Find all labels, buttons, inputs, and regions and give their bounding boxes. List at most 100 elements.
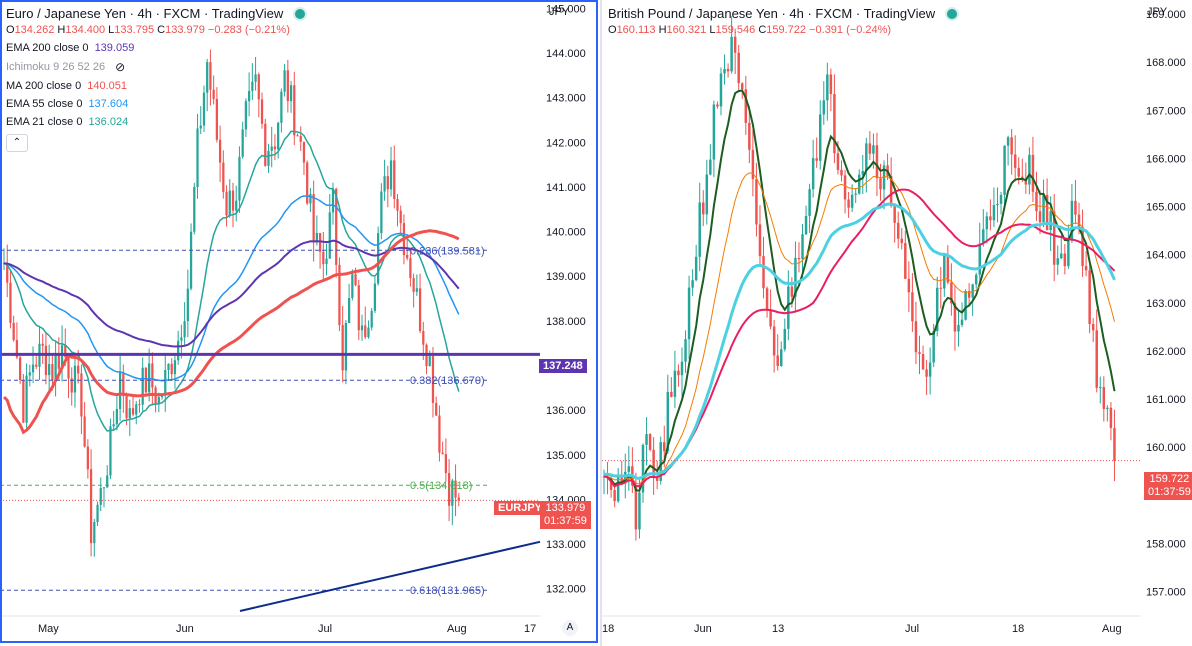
- candle-body: [167, 363, 170, 370]
- candle-body: [173, 360, 177, 375]
- candle-body: [144, 367, 148, 393]
- candle-body: [680, 361, 684, 376]
- indicator-ma200[interactable]: MA 200 close 0 140.051: [6, 80, 307, 92]
- indicator-ema200[interactable]: EMA 200 close 0 139.059: [6, 42, 307, 54]
- candle-body: [186, 288, 189, 322]
- candle-body: [1070, 200, 1074, 241]
- candle-body: [180, 337, 183, 341]
- candle-body: [296, 135, 299, 137]
- candle-body: [1021, 176, 1024, 179]
- candle-body: [1003, 145, 1006, 195]
- candle-body: [241, 129, 244, 157]
- price-tick-label: 145.000: [546, 3, 586, 15]
- candle-body: [412, 278, 415, 292]
- last-price-tag: 159.722 01:37:59: [1144, 472, 1192, 500]
- indicator-ema21[interactable]: EMA 21 close 0 136.024: [6, 116, 307, 128]
- candle-body: [904, 243, 907, 279]
- price-axis[interactable]: [1140, 0, 1192, 646]
- eurjpy-currency-label[interactable]: JPY: [549, 6, 570, 18]
- price-tick-label: 144.000: [546, 48, 586, 60]
- eurjpy-title-row: Euro / Japanese Yen · 4h · FXCM · Tradin…: [6, 6, 308, 21]
- pane-divider[interactable]: [600, 0, 602, 646]
- candle-body: [389, 160, 393, 190]
- candle-body: [264, 123, 267, 166]
- price-tick-label: 162.000: [1146, 346, 1186, 358]
- candle-body: [383, 176, 386, 192]
- candle-body: [1081, 226, 1084, 267]
- candle-body: [794, 257, 797, 297]
- candle-body: [1109, 407, 1113, 428]
- gbpjpy-currency-label[interactable]: JPY: [1147, 6, 1168, 18]
- candle-body: [431, 356, 435, 403]
- candle-body: [829, 74, 833, 94]
- candle-body: [457, 497, 460, 501]
- candle-body: [889, 175, 893, 207]
- price-tick-label: 135.000: [546, 450, 586, 462]
- candle-body: [1049, 211, 1052, 231]
- indicator-value: 136.024: [88, 116, 129, 128]
- candle-body: [225, 191, 228, 216]
- candle-body: [896, 222, 900, 239]
- candle-body: [373, 283, 377, 311]
- candle-body: [344, 322, 348, 371]
- candle-body: [652, 449, 655, 477]
- candle-body: [776, 355, 779, 366]
- candle-body: [31, 364, 35, 373]
- indicator-ichimoku[interactable]: Ichimoku 9 26 52 26 ⊘: [6, 60, 307, 74]
- candle-body: [1106, 407, 1109, 409]
- candle-body: [341, 325, 344, 371]
- candle-body: [60, 345, 64, 369]
- ma200-line: [2, 229, 460, 435]
- candle-body: [865, 143, 868, 171]
- candle-body: [641, 444, 645, 493]
- candle-body: [716, 104, 719, 107]
- candle-body: [80, 373, 83, 417]
- candle-body: [289, 85, 293, 102]
- candle-body: [655, 476, 659, 481]
- candle-body: [415, 288, 418, 292]
- eurjpy-chart-pane[interactable]: 132.000133.000134.000135.000136.000137.0…: [0, 0, 600, 646]
- candle-body: [212, 89, 215, 99]
- gbpjpy-title-row: British Pound / Japanese Yen · 4h · FXCM…: [608, 6, 960, 21]
- candle-body: [1052, 211, 1056, 265]
- hidden-eye-icon[interactable]: ⊘: [115, 60, 126, 74]
- candle-body: [964, 291, 967, 320]
- candle-body: [811, 158, 815, 190]
- candle-body: [1074, 200, 1077, 215]
- trend-line[interactable]: [239, 540, 541, 612]
- candle-body: [35, 364, 38, 367]
- candle-body: [943, 255, 946, 289]
- candle-body: [1060, 253, 1063, 259]
- candle-body: [996, 203, 999, 206]
- candle-body: [992, 205, 996, 221]
- candle-body: [1113, 427, 1116, 461]
- collapse-legend-button[interactable]: ⌃: [6, 134, 28, 152]
- ohlc-low: 159.546: [715, 24, 756, 36]
- candle-body: [702, 202, 705, 215]
- candle-body: [911, 292, 914, 322]
- candle-body: [312, 194, 315, 243]
- candle-body: [609, 478, 613, 490]
- candle-body: [797, 257, 801, 260]
- indicator-ema55[interactable]: EMA 55 close 0 137.604: [6, 98, 307, 110]
- candle-body: [765, 288, 769, 311]
- candle-body: [836, 153, 840, 170]
- candle-body: [454, 480, 457, 498]
- gbpjpy-ohlc: O160.113 H160.321 L159.546 C159.722 −0.3…: [608, 24, 892, 36]
- price-tick-label: 161.000: [1146, 394, 1186, 406]
- candle-body: [267, 150, 270, 166]
- bar-countdown: 01:37:59: [1148, 486, 1191, 498]
- indicator-value: 140.051: [87, 80, 127, 92]
- gbpjpy-chart-pane[interactable]: 157.000158.000159.000160.000161.000162.0…: [602, 0, 1192, 646]
- candle-body: [1013, 154, 1017, 168]
- ohlc-change-pct: (−0.24%): [846, 24, 892, 36]
- candle-body: [251, 81, 254, 91]
- price-axis[interactable]: [540, 0, 600, 646]
- auto-scale-button[interactable]: A: [562, 620, 578, 636]
- candle-body: [106, 475, 109, 488]
- gbpjpy-chart-canvas[interactable]: 157.000158.000159.000160.000161.000162.0…: [602, 0, 1192, 646]
- candle-body: [666, 391, 670, 452]
- candle-body: [854, 193, 857, 195]
- candle-body: [939, 287, 942, 289]
- candle-body: [351, 274, 354, 299]
